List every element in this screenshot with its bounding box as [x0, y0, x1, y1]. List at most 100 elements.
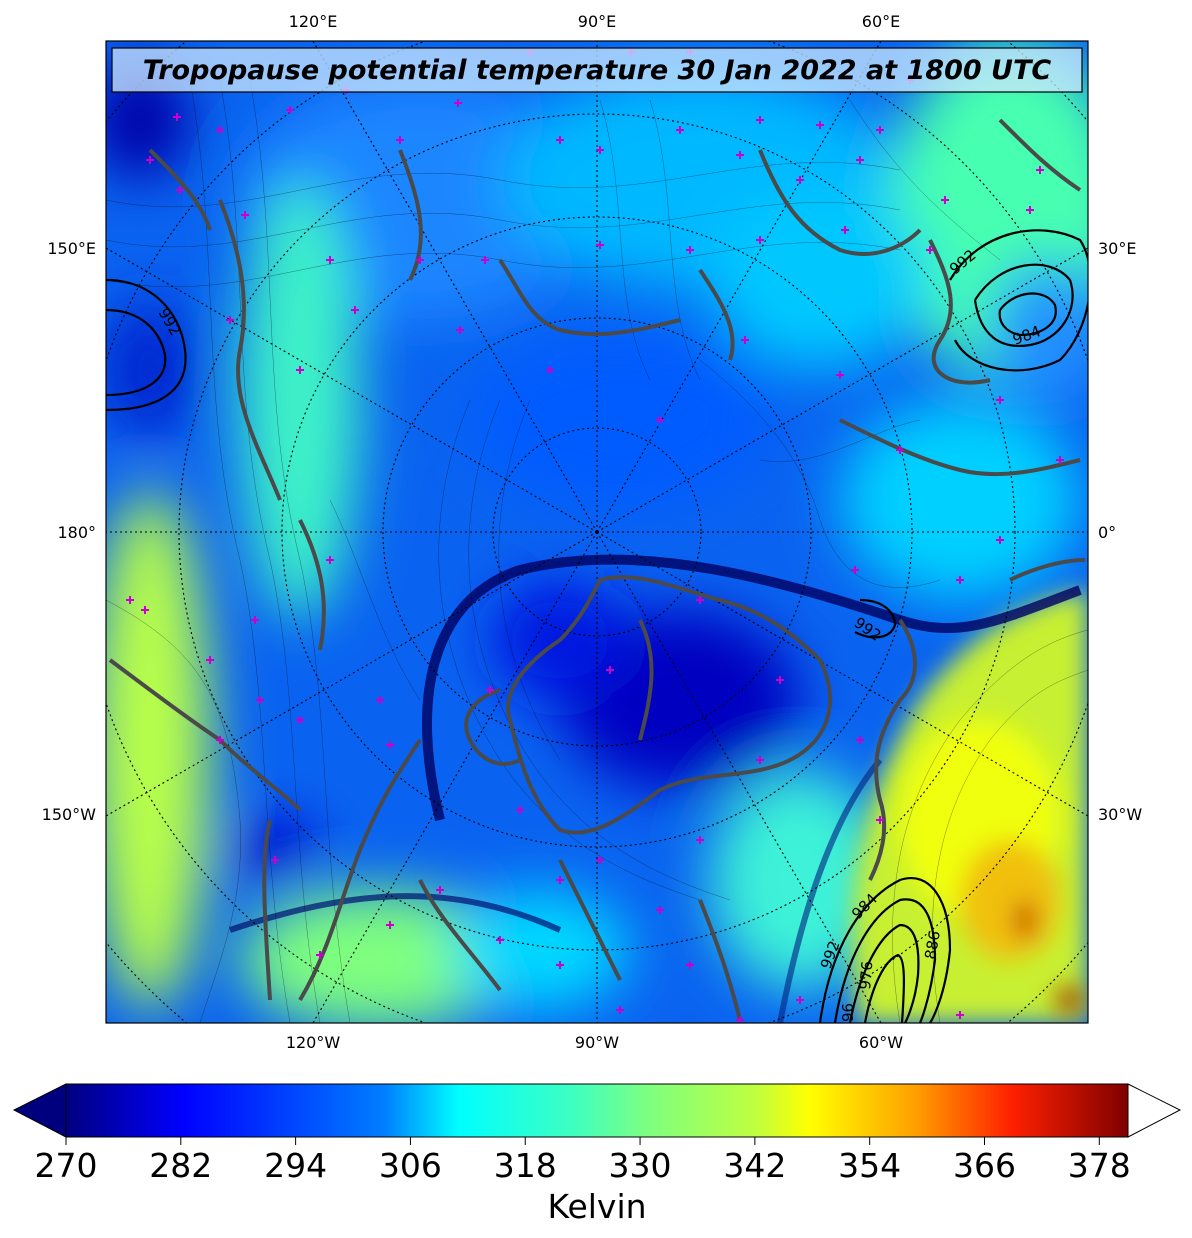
station-marker [996, 396, 1004, 404]
station-marker [816, 121, 824, 129]
station-marker [1036, 166, 1044, 174]
isobar-label: 976 [856, 960, 876, 990]
lon-label-bottom: 90°W [575, 1033, 619, 1052]
station-marker [241, 211, 249, 219]
station-marker [326, 556, 334, 564]
station-marker [1056, 456, 1064, 464]
station-marker [516, 806, 524, 814]
station-marker [386, 921, 394, 929]
station-marker [376, 696, 384, 704]
lon-label-right: 30°W [1098, 805, 1142, 824]
colorbar-tick-label: 330 [609, 1146, 672, 1185]
isobars [106, 229, 1088, 1023]
map-title: Tropopause potential temperature 30 Jan … [143, 55, 1052, 86]
lon-label-bottom: 60°W [859, 1033, 903, 1052]
station-marker [396, 136, 404, 144]
station-marker [271, 856, 279, 864]
colorbar-tick-label: 294 [264, 1146, 327, 1185]
station-marker [556, 136, 564, 144]
potential-temperature-field: 992 992 984 992 984 886 992 976 96 [106, 41, 1088, 1023]
station-marker [956, 1011, 964, 1019]
station-marker [296, 716, 304, 724]
station-marker [316, 951, 324, 959]
station-marker [216, 126, 224, 134]
station-marker [454, 99, 462, 107]
station-marker [996, 536, 1004, 544]
lon-label-top: 90°E [578, 12, 616, 31]
map-frame [105, 40, 1089, 1024]
station-marker [926, 246, 934, 254]
station-marker [1026, 206, 1034, 214]
lon-label-top: 60°E [862, 12, 900, 31]
colorbar-under-arrow [12, 1083, 67, 1138]
station-marker [686, 961, 694, 969]
station-marker [686, 246, 694, 254]
station-marker [546, 366, 554, 374]
station-marker [596, 856, 604, 864]
station-marker [776, 676, 784, 684]
station-marker [856, 156, 864, 164]
station-marker [956, 576, 964, 584]
colorbar-tick-label: 342 [723, 1146, 786, 1185]
station-marker [656, 416, 664, 424]
lon-label-right: 30°E [1098, 239, 1136, 258]
colorbar-tick-label: 270 [35, 1146, 98, 1185]
colorbar-tick-label: 282 [149, 1146, 212, 1185]
station-marker [756, 756, 764, 764]
station-marker [226, 316, 234, 324]
station-marker [146, 156, 154, 164]
station-marker [596, 146, 604, 154]
station-marker [141, 606, 149, 614]
station-marker [676, 126, 684, 134]
station-marker [741, 336, 749, 344]
station-marker [836, 371, 844, 379]
station-marker [896, 446, 904, 454]
station-marker [481, 256, 489, 264]
colorbar-over-arrow [1127, 1083, 1182, 1138]
lon-label-left: 180° [57, 523, 96, 542]
station-marker [486, 686, 494, 694]
colorbar-tick-label: 366 [953, 1146, 1016, 1185]
colorbar-tick-label: 318 [494, 1146, 557, 1185]
isobar-label: 96 [839, 1003, 857, 1022]
station-marker [736, 151, 744, 159]
station-marker [596, 241, 604, 249]
station-markers [126, 48, 1064, 1023]
colorbar-tick-label: 354 [838, 1146, 901, 1185]
colorbar-tick-label: 378 [1068, 1146, 1131, 1185]
station-marker [206, 656, 214, 664]
station-marker [176, 186, 184, 194]
lon-label-bottom: 120°W [286, 1033, 341, 1052]
station-marker [756, 116, 764, 124]
station-marker [436, 886, 444, 894]
station-marker [841, 226, 849, 234]
isobar-label: 886 [921, 929, 944, 960]
station-marker [756, 236, 764, 244]
lon-label-top: 120°E [289, 12, 338, 31]
station-marker [386, 741, 394, 749]
station-marker [796, 176, 804, 184]
lon-label-right: 0° [1098, 523, 1116, 542]
station-marker [296, 366, 304, 374]
station-marker [941, 196, 949, 204]
station-marker [696, 836, 704, 844]
station-marker [851, 566, 859, 574]
colorbar-label: Kelvin [547, 1187, 646, 1226]
station-marker [216, 736, 224, 744]
station-marker [496, 936, 504, 944]
colorbar-ticks: 270 282 294 306 318 330 342 354 366 378 [35, 1137, 1131, 1185]
graticule [106, 41, 1088, 1023]
colorbar: 270 282 294 306 318 330 342 354 366 378 Kelvin [12, 1083, 1182, 1226]
station-marker [351, 306, 359, 314]
station-marker [456, 326, 464, 334]
colorbar-gradient [65, 1083, 1129, 1138]
station-marker [256, 696, 264, 704]
longitude-labels: 120°E 90°E 60°E 120°W 90°W 60°W 150°E 18… [42, 12, 1143, 1052]
colorbar-tick-label: 306 [379, 1146, 442, 1185]
station-marker [326, 256, 334, 264]
station-marker [616, 1006, 624, 1014]
lon-label-left: 150°E [47, 239, 96, 258]
station-marker [876, 816, 884, 824]
station-marker [656, 906, 664, 914]
